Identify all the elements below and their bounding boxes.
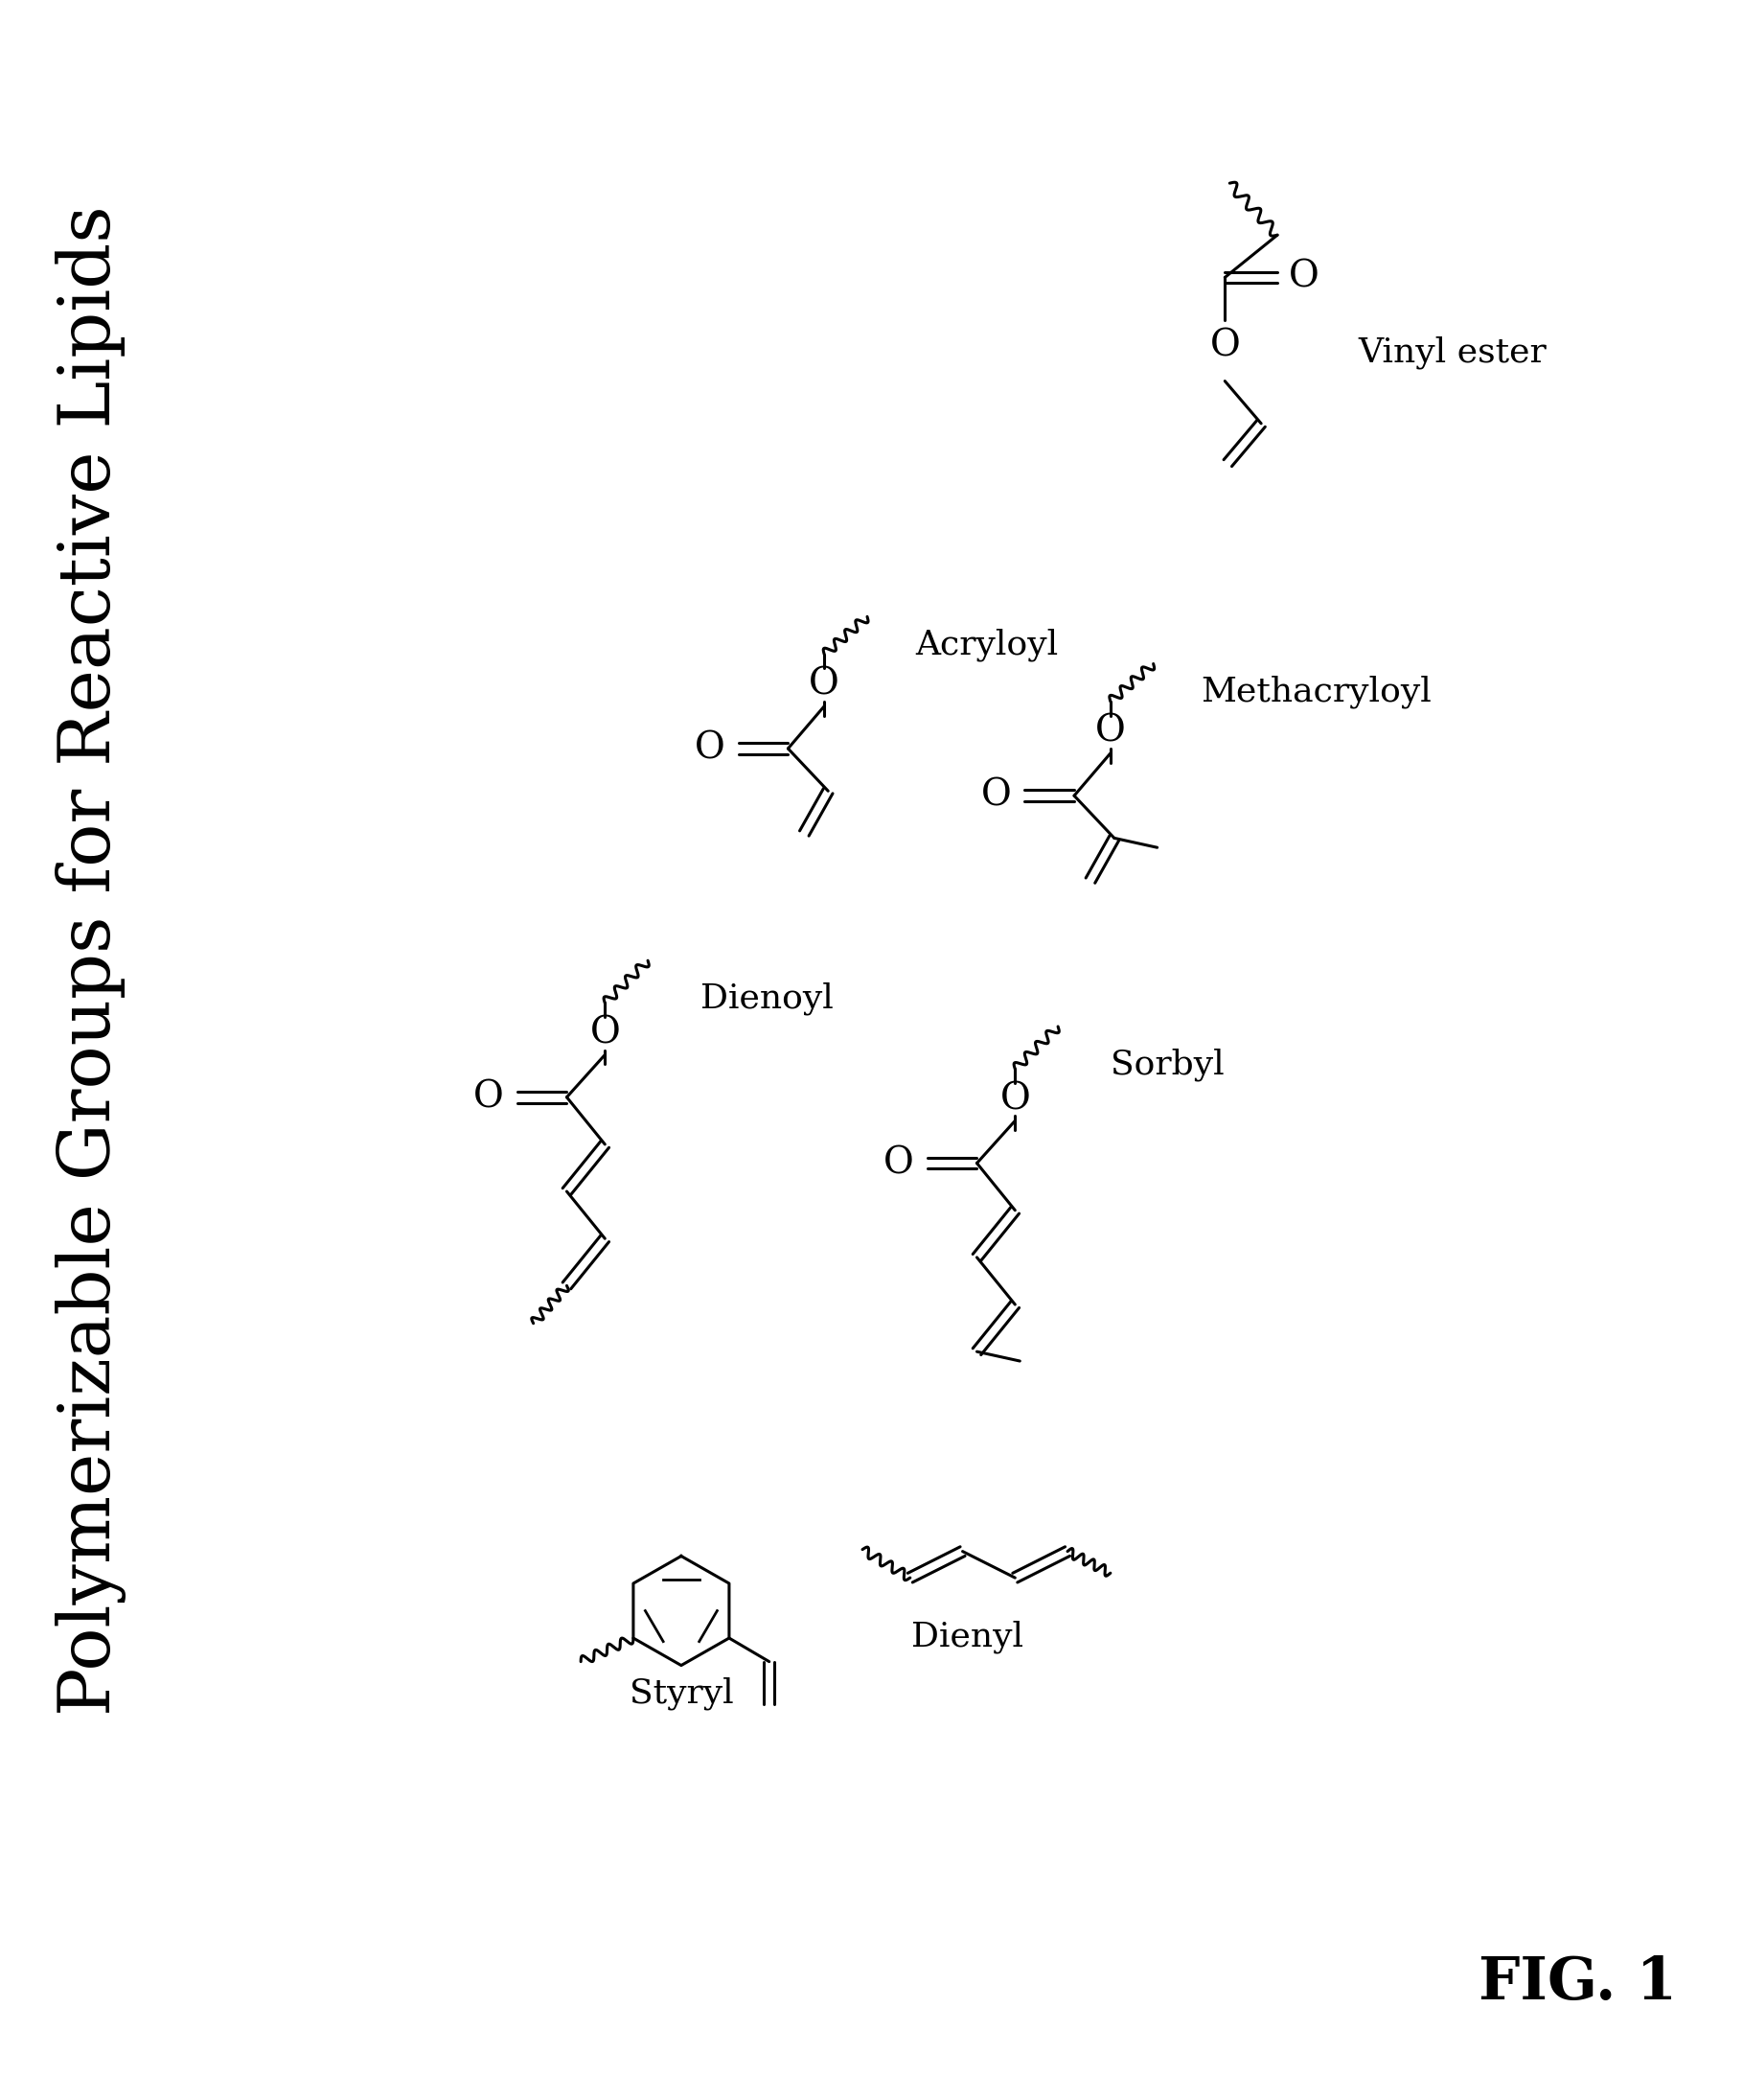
Text: O: O xyxy=(809,668,840,701)
Text: O: O xyxy=(1210,328,1239,363)
Text: O: O xyxy=(981,777,1011,813)
Text: O: O xyxy=(1000,1082,1030,1117)
Text: O: O xyxy=(1288,260,1319,296)
Text: Polymerizable Groups for Reactive Lipids: Polymerizable Groups for Reactive Lipids xyxy=(56,206,125,1716)
Text: O: O xyxy=(589,1016,621,1050)
Text: Vinyl ester: Vinyl ester xyxy=(1358,336,1548,370)
Text: Dienyl: Dienyl xyxy=(912,1621,1023,1653)
Text: O: O xyxy=(884,1144,913,1180)
Text: Methacryloyl: Methacryloyl xyxy=(1201,676,1431,708)
Text: Styryl: Styryl xyxy=(629,1676,734,1709)
Text: Acryloyl: Acryloyl xyxy=(915,628,1058,662)
Text: Dienoyl: Dienoyl xyxy=(701,981,833,1014)
Text: O: O xyxy=(1095,714,1126,750)
Text: Sorbyl: Sorbyl xyxy=(1110,1048,1224,1082)
Text: O: O xyxy=(695,731,725,766)
Text: FIG. 1: FIG. 1 xyxy=(1478,1955,1677,2012)
Text: O: O xyxy=(474,1079,504,1115)
